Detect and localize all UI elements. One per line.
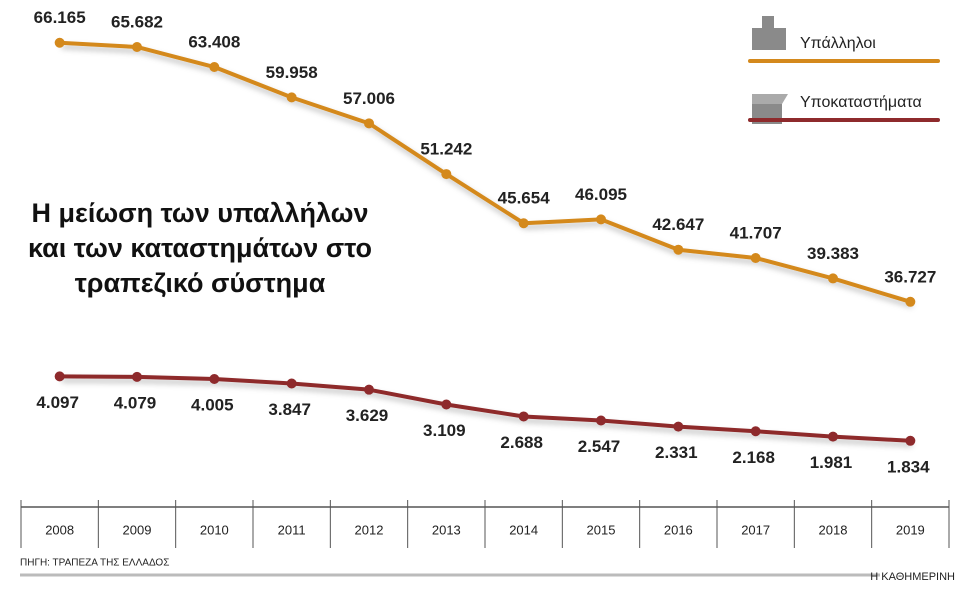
data-point: [905, 296, 916, 307]
value-label: 41.707: [730, 223, 782, 242]
x-tick-label: 2015: [587, 522, 616, 537]
publisher: Η ΚΑΘΗΜΕΡΙΝΗ: [870, 571, 955, 583]
data-point: [828, 273, 838, 284]
data-point: [441, 169, 452, 180]
value-label: 39.383: [807, 244, 859, 263]
icon-employee: [762, 16, 774, 28]
legend-icons: [752, 16, 788, 124]
series-line: [59, 374, 911, 443]
value-label: 3.847: [268, 400, 311, 419]
value-label: 63.408: [188, 32, 240, 51]
x-tick-label: 2009: [123, 522, 152, 537]
data-point: [441, 399, 452, 410]
data-point: [750, 426, 761, 437]
value-label: 3.109: [423, 421, 466, 440]
icon-employee: [752, 28, 786, 50]
data-point: [132, 41, 142, 52]
data-point: [750, 252, 761, 263]
value-label: 42.647: [652, 215, 704, 234]
value-label: 46.095: [575, 185, 627, 204]
source: ΠΗΓΗ: ΤΡΑΠΕΖΑ ΤΗΣ ΕΛΛΑΔΟΣ: [20, 558, 169, 569]
data-point: [828, 431, 838, 442]
x-tick-label: 2013: [432, 522, 461, 537]
x-tick-label: 2014: [509, 522, 538, 537]
data-point: [286, 378, 297, 389]
data-point: [596, 415, 606, 426]
value-label: 2.547: [578, 437, 621, 456]
x-tick-label: 2012: [355, 522, 384, 537]
x-tick-label: 2018: [819, 522, 848, 537]
data-point: [286, 92, 297, 103]
data-point: [905, 435, 916, 446]
value-label: 2.331: [655, 443, 698, 462]
x-tick-label: 2010: [200, 522, 229, 537]
data-point: [209, 373, 220, 384]
x-tick-label: 2016: [664, 522, 693, 537]
value-label: 65.682: [111, 12, 163, 31]
legend-label: Υποκαταστήματα: [800, 94, 922, 111]
value-label: 59.958: [266, 63, 318, 82]
series-line: [59, 40, 911, 304]
data-point: [596, 214, 606, 225]
value-label: 66.165: [34, 8, 86, 27]
value-label: 57.006: [343, 89, 395, 108]
value-label: 1.981: [810, 453, 853, 472]
data-point: [209, 62, 220, 73]
x-tick-label: 2011: [278, 522, 306, 537]
value-label: 4.005: [191, 395, 234, 414]
data-point: [518, 411, 529, 422]
value-label: 4.079: [114, 393, 157, 412]
x-tick-label: 2008: [45, 522, 74, 537]
data-point: [673, 244, 684, 255]
data-point: [518, 218, 529, 229]
data-point: [364, 384, 374, 395]
x-tick-label: 2019: [896, 522, 925, 537]
value-label: 4.097: [36, 393, 79, 412]
value-label: 45.654: [498, 189, 551, 208]
data-point: [132, 371, 142, 382]
value-label: 2.688: [500, 433, 543, 452]
x-tick-label: 2017: [741, 522, 770, 537]
legend-label: Υπάλληλοι: [800, 35, 876, 52]
icon-branch: [752, 94, 788, 104]
data-point: [673, 421, 684, 432]
value-label: 1.834: [887, 457, 930, 476]
data-point: [54, 371, 65, 382]
value-label: 2.168: [732, 448, 775, 467]
value-label: 51.242: [420, 140, 472, 159]
value-label: 36.727: [884, 267, 936, 286]
data-point: [54, 37, 65, 48]
data-point: [364, 118, 374, 129]
value-label: 3.629: [346, 406, 389, 425]
chart-title: Η μείωση των υπαλλήλων και των καταστημά…: [27, 198, 373, 298]
